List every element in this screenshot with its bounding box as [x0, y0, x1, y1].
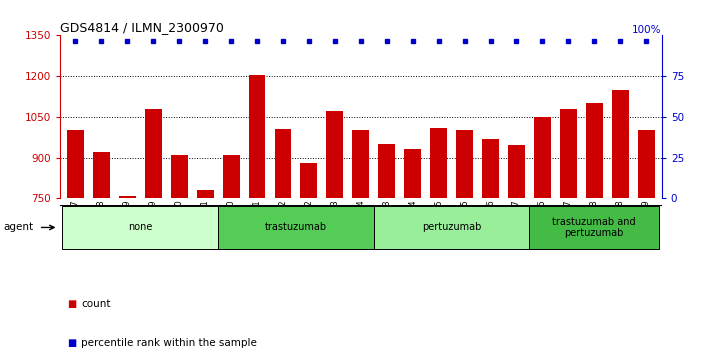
Bar [353, 130, 369, 198]
Text: 100%: 100% [632, 25, 662, 35]
Bar [222, 155, 239, 198]
Bar [456, 130, 473, 198]
Bar [63, 206, 218, 249]
Text: ■: ■ [67, 338, 76, 348]
Bar [482, 138, 499, 198]
Bar [430, 128, 447, 198]
Text: count: count [81, 299, 111, 309]
Bar [275, 129, 291, 198]
Bar [327, 112, 344, 198]
Text: none: none [128, 222, 153, 233]
Text: trastuzumab and
pertuzumab: trastuzumab and pertuzumab [553, 217, 636, 238]
Text: pertuzumab: pertuzumab [422, 222, 482, 233]
Bar [67, 130, 84, 198]
Text: percentile rank within the sample: percentile rank within the sample [81, 338, 257, 348]
Bar [638, 130, 655, 198]
Bar [404, 149, 421, 198]
Text: trastuzumab: trastuzumab [265, 222, 327, 233]
Bar [218, 206, 374, 249]
Bar [378, 144, 395, 198]
Bar [612, 90, 629, 198]
Bar [301, 163, 318, 198]
Bar [145, 109, 162, 198]
Bar [196, 190, 213, 198]
Text: GDS4814 / ILMN_2300970: GDS4814 / ILMN_2300970 [60, 21, 224, 34]
Bar [249, 75, 265, 198]
Bar [508, 145, 525, 198]
Text: agent: agent [4, 222, 34, 233]
Bar [93, 152, 110, 198]
Bar [560, 109, 577, 198]
Text: ■: ■ [67, 299, 76, 309]
Bar [119, 195, 136, 198]
Bar [529, 206, 659, 249]
Bar [534, 117, 551, 198]
Bar [171, 155, 188, 198]
Bar [374, 206, 529, 249]
Bar [586, 103, 603, 198]
